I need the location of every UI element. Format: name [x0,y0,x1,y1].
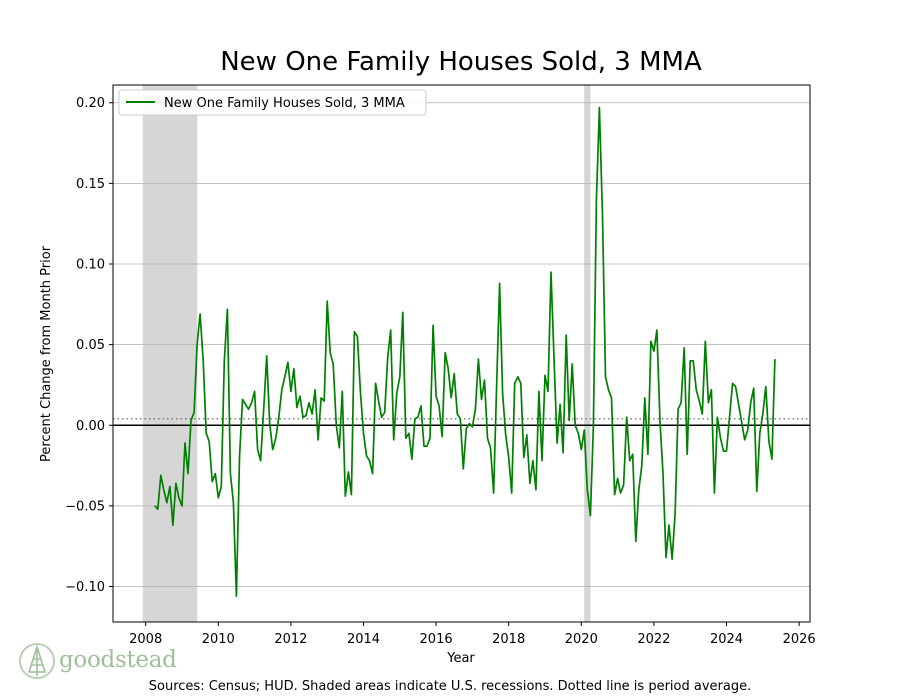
x-axis-ticks: 2008 2010 2012 2014 2016 2018 2020 2022 2024 2026 [129,622,816,647]
y-axis-label: Percent Change from Month Prior [39,245,54,462]
reference-lines [113,418,810,427]
x-tick-label-0: 2008 [129,632,162,647]
y-tick-label-6: 0.20 [76,96,105,111]
legend: New One Family Houses Sold, 3 MMA [118,89,427,116]
series-lines [154,106,776,598]
chart-title: New One Family Houses Sold, 3 MMA [220,47,702,77]
goodstead-logo: goodstead [19,641,179,681]
legend-label: New One Family Houses Sold, 3 MMA [164,96,405,111]
x-tick-label-5: 2018 [492,632,525,647]
x-tick-label-2: 2012 [274,632,307,647]
y-tick-label-2: 0.00 [76,419,105,434]
x-tick-label-1: 2010 [202,632,235,647]
x-tick-label-3: 2014 [347,632,380,647]
legend-box [118,89,427,116]
y-tick-label-0: −0.10 [65,580,105,595]
x-tick-label-7: 2022 [637,632,670,647]
x-tick-label-9: 2026 [783,632,816,647]
y-tick-label-3: 0.05 [76,338,105,353]
x-tick-label-6: 2020 [565,632,598,647]
y-tick-label-1: −0.05 [65,499,105,514]
x-tick-label-4: 2016 [420,632,453,647]
series-line-0 [154,106,776,598]
x-axis-label: Year [446,651,475,666]
tree-icon [19,643,55,679]
y-tick-label-4: 0.10 [76,258,105,273]
y-axis-ticks: −0.10 −0.05 0.00 0.05 0.10 0.15 0.20 [65,96,113,595]
logo-wordmark: goodstead [59,647,177,673]
recession-shading [142,85,591,622]
x-tick-label-8: 2024 [710,632,743,647]
recession-band-0 [142,85,198,622]
recession-band-1 [584,85,591,622]
plot-frame [112,84,811,623]
source-note: Sources: Census; HUD. Shaded areas indic… [148,679,752,694]
y-tick-label-5: 0.15 [76,177,105,192]
